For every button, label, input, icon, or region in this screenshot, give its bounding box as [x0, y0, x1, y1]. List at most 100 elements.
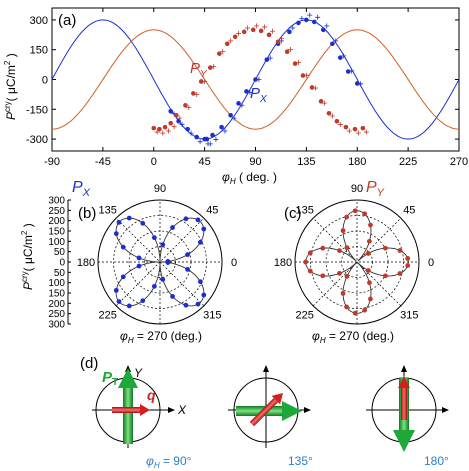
- data-point: [334, 118, 340, 124]
- q-label: q: [147, 387, 156, 403]
- q-arrow: [398, 376, 410, 420]
- radial-tick-label: 300: [48, 320, 65, 331]
- py-series-line: [51, 29, 460, 130]
- data-point: [244, 89, 249, 94]
- data-point-plus: [197, 139, 203, 145]
- data-point: [176, 118, 181, 124]
- q-arrow: [249, 393, 283, 427]
- polar-point: [195, 217, 201, 223]
- angle-label: 135: [98, 205, 116, 217]
- data-point: [241, 29, 247, 35]
- polar-point: [383, 245, 388, 251]
- polar-point: [307, 268, 313, 274]
- angle-label: 0: [231, 257, 237, 269]
- polar-point: [120, 274, 126, 280]
- polar-point: [344, 304, 350, 310]
- angle-label: 225: [295, 309, 313, 321]
- polar-point: [383, 273, 388, 279]
- data-point-plus: [245, 25, 251, 31]
- data-point: [191, 91, 196, 96]
- polar-point: [160, 277, 166, 282]
- panel-c-title: PY: [366, 179, 385, 199]
- data-point: [151, 125, 157, 131]
- data-point-plus: [254, 23, 260, 29]
- polar-angle-labels: 90 45 0 315 225 180 135: [77, 183, 237, 321]
- angle-label: 225: [98, 309, 116, 321]
- data-point: [360, 125, 366, 131]
- polar-point: [352, 208, 358, 214]
- data-point: [198, 79, 204, 84]
- x-tick-label: 225: [399, 156, 417, 168]
- angle-label: 45: [403, 205, 415, 217]
- data-point: [168, 120, 174, 126]
- polar-point: [397, 271, 403, 276]
- y-axis-label: Y: [134, 366, 143, 380]
- data-point: [352, 126, 358, 132]
- radial-tick-label: 100: [48, 278, 65, 289]
- polarization-arrow: [236, 401, 302, 421]
- diagram-phi-135: 135°: [228, 365, 313, 468]
- x-tick-label: 45: [199, 156, 211, 168]
- data-point: [300, 73, 306, 78]
- panel-c: 90 45 0 315 225 180 135 (c) PY φH = 270 (deg.): [274, 179, 434, 345]
- data-point: [318, 99, 324, 104]
- data-point-plus: [262, 24, 268, 30]
- data-point-plus: [211, 64, 217, 70]
- panel-c-bottom-label: φH = 270 (deg.): [312, 329, 394, 345]
- data-point-plus: [329, 113, 335, 119]
- data-point: [304, 17, 309, 23]
- polar-point: [160, 242, 166, 247]
- data-point: [275, 39, 281, 45]
- data-point: [321, 27, 326, 33]
- polar-point: [344, 214, 350, 220]
- radial-tick-label: 50: [54, 247, 66, 258]
- data-point: [354, 81, 360, 86]
- px-polar-points: [113, 215, 207, 309]
- polar-point: [368, 296, 373, 302]
- data-point-plus: [337, 122, 343, 128]
- x-axis-ticks: -90 -45 0 45 90 135 180 225 270: [44, 8, 468, 168]
- data-point: [168, 108, 174, 114]
- data-point-plus: [165, 128, 171, 134]
- panel-b-label: (b): [78, 205, 96, 222]
- x-tick-label: -45: [95, 156, 111, 168]
- y-axis-ticks: -300 -150 0 150 300: [26, 15, 459, 146]
- polar-point: [201, 226, 207, 232]
- data-point: [330, 41, 335, 47]
- data-point-plus: [358, 81, 364, 87]
- data-point-plus: [207, 141, 213, 147]
- data-point-plus: [315, 14, 321, 20]
- data-point-plus: [171, 124, 177, 130]
- y-tick-label: -300: [26, 134, 48, 146]
- data-point: [258, 28, 264, 34]
- panel-b-bottom-label: φH = 270 (deg.): [120, 329, 202, 345]
- data-point-plus: [295, 59, 301, 65]
- polar-point: [365, 251, 371, 256]
- data-point-plus: [231, 115, 237, 121]
- polar-point: [170, 225, 175, 230]
- angle-label: 315: [203, 309, 221, 321]
- caption-phi-135: 135°: [288, 454, 313, 468]
- data-point-plus: [299, 15, 305, 21]
- polar-spoke: [312, 217, 402, 307]
- data-point-plus: [247, 89, 253, 95]
- data-point-plus: [279, 36, 285, 42]
- panel-b-y-label: Pcry( μC/m2 ): [20, 223, 35, 290]
- polar-point: [362, 211, 368, 217]
- data-point-plus: [290, 25, 296, 31]
- data-point-plus: [188, 130, 194, 136]
- polar-point: [183, 302, 189, 308]
- polar-point: [344, 245, 350, 251]
- data-point: [174, 112, 179, 118]
- data-point-plus: [349, 68, 355, 74]
- x-tick-label: 180: [348, 156, 366, 168]
- angle-label: 0: [428, 257, 434, 269]
- data-point: [183, 103, 188, 108]
- angle-label: 135: [295, 205, 313, 217]
- x-axis-arrowhead: [168, 407, 175, 413]
- x-tick-label: 135: [297, 156, 315, 168]
- polar-point: [320, 245, 326, 251]
- pt-label: PT: [102, 369, 118, 388]
